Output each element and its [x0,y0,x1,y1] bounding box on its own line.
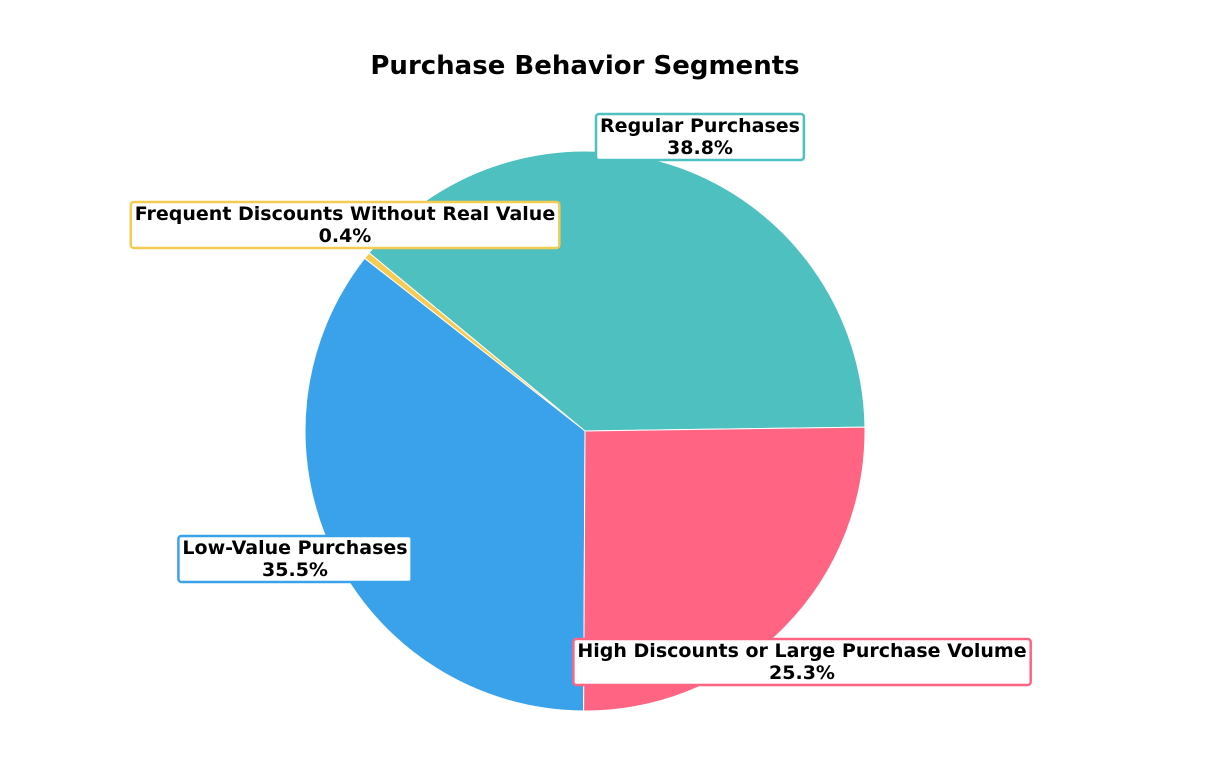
slice-percent: 0.4% [319,225,372,247]
slice-label-box [177,534,413,584]
slice-label-box [594,112,806,162]
slice-label-frequent-discounts-without-real-value: Frequent Discounts Without Real Value0.4… [129,200,561,250]
slice-name: Frequent Discounts Without Real Value [135,203,555,225]
slice-label-high-discounts-or-large-purchase-volume: High Discounts or Large Purchase Volume2… [572,637,1032,687]
slice-name: Regular Purchases [600,115,800,137]
chart-title: Purchase Behavior Segments [370,51,799,81]
slice-label-box [129,200,561,250]
slice-percent: 25.3% [769,662,835,684]
slice-percent: 38.8% [667,137,733,159]
slice-percent: 35.5% [262,559,328,581]
slice-label-box [572,637,1032,687]
slice-name: Low-Value Purchases [182,537,407,559]
slice-name: High Discounts or Large Purchase Volume [577,640,1026,662]
